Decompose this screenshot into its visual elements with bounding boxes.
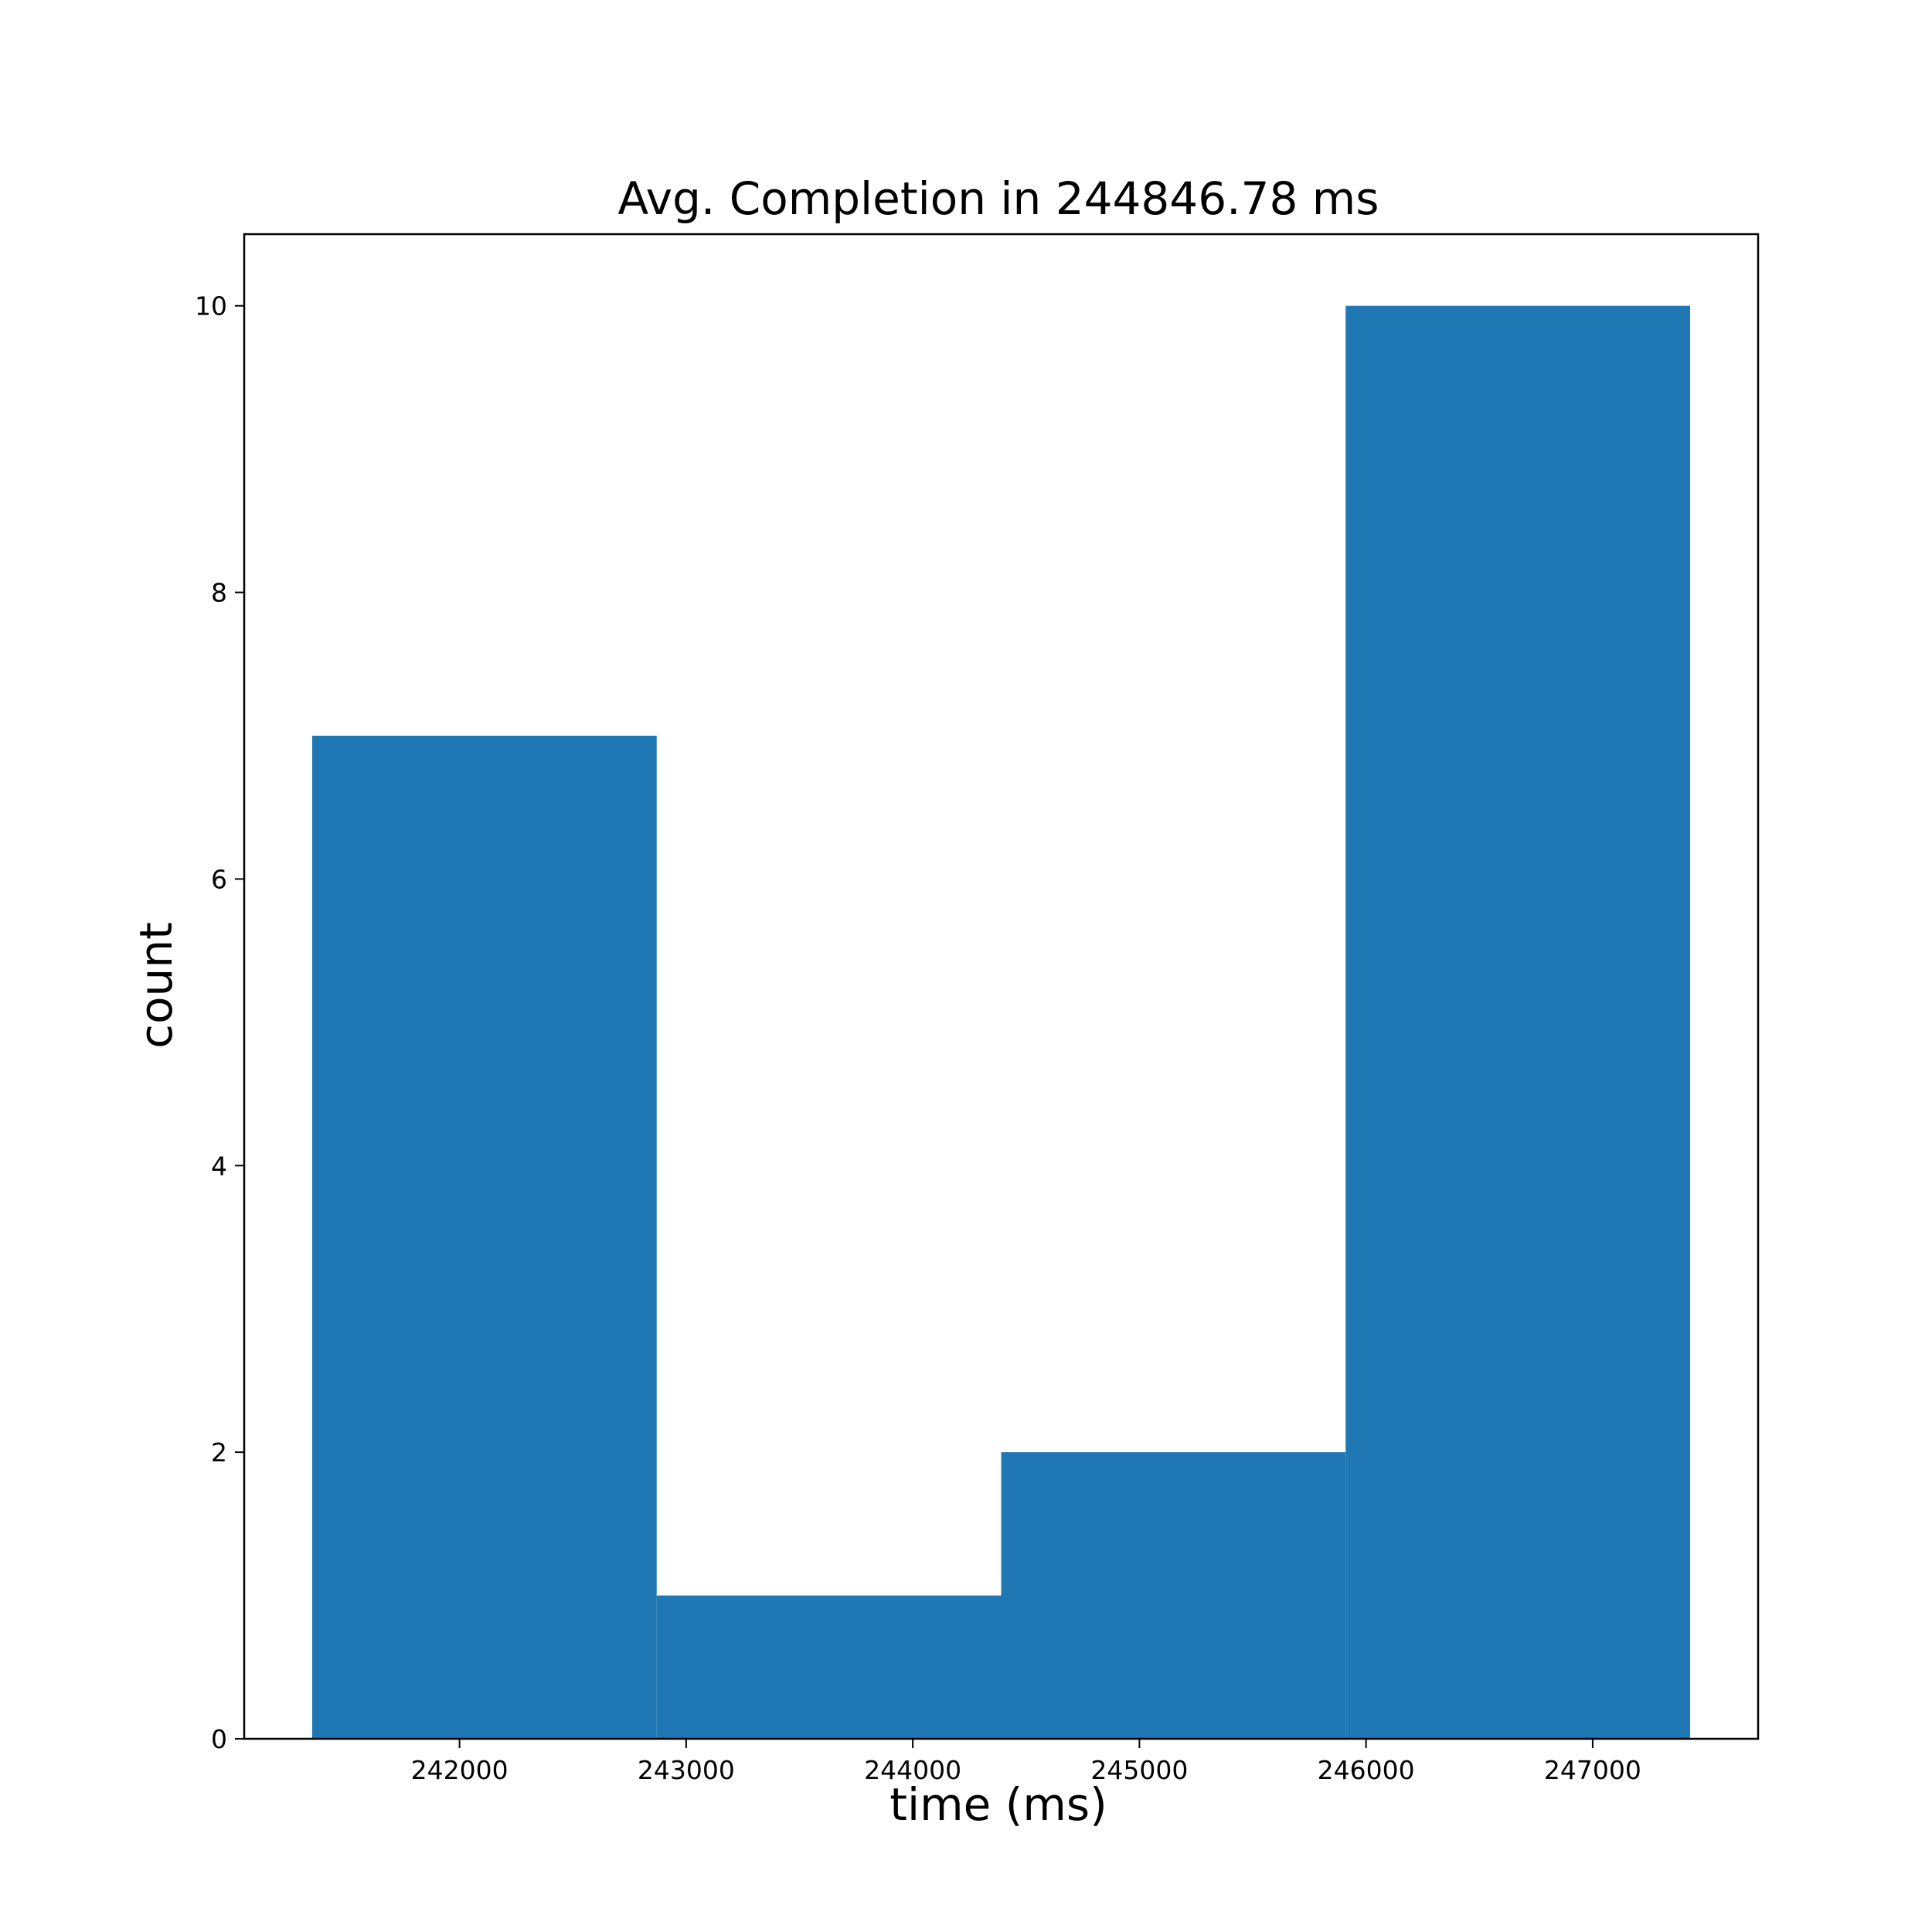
x-tick-label: 242000 xyxy=(411,1755,509,1785)
x-axis-label: time (ms) xyxy=(889,1778,1107,1831)
x-tick-label: 244000 xyxy=(864,1755,961,1785)
bars-group xyxy=(311,305,1691,1739)
x-tick-label: 246000 xyxy=(1318,1755,1415,1785)
histogram-bar-2 xyxy=(656,1595,1002,1739)
y-tick-label: 10 xyxy=(195,291,227,321)
x-tick-label: 247000 xyxy=(1544,1755,1641,1785)
y-axis-label: count xyxy=(130,922,182,1049)
plot-frame xyxy=(243,233,1760,1740)
chart-title: Avg. Completion in 244846.78 ms xyxy=(617,172,1379,225)
y-tick-label: 0 xyxy=(211,1724,227,1754)
y-tick-label: 4 xyxy=(211,1151,227,1181)
x-tick-label: 243000 xyxy=(638,1755,735,1785)
y-tick-label: 6 xyxy=(211,864,227,894)
y-axis-ticks: 0 2 4 6 8 10 xyxy=(195,291,244,1754)
histogram-bar-3 xyxy=(1001,1452,1346,1739)
x-axis-ticks: 242000 243000 244000 245000 246000 247000 xyxy=(411,1739,1641,1785)
y-tick-label: 8 xyxy=(211,578,227,608)
y-tick-label: 2 xyxy=(211,1437,227,1468)
histogram-bar-1 xyxy=(311,736,657,1739)
histogram-bar-4 xyxy=(1345,305,1691,1739)
x-tick-label: 245000 xyxy=(1090,1755,1188,1785)
